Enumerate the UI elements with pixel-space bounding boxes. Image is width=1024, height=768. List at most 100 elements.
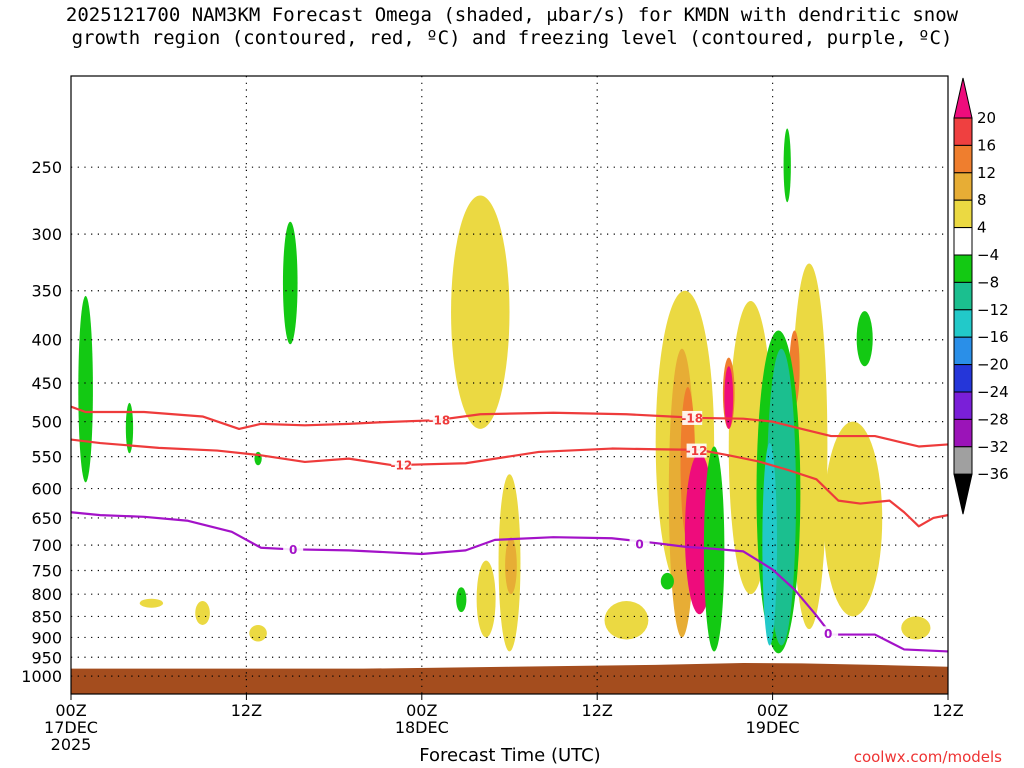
omega-region-4 [451, 195, 510, 429]
x-tick-label-36-0: 12Z [582, 701, 613, 720]
y-tick-label-500: 500 [31, 413, 62, 432]
colorbar-swatch-1 [953, 117, 973, 146]
colorbar-swatch-6 [953, 254, 973, 283]
chart-title-line2: growth region (contoured, red, ºC) and f… [71, 27, 953, 49]
contour-label-bg-2-1 [629, 537, 650, 552]
contour-line-0 [71, 405, 948, 448]
colorbar-label-6: −8 [977, 273, 999, 291]
y-tick-label-600: 600 [31, 480, 62, 499]
colorbar-top-arrow [953, 77, 973, 119]
colorbar-label-2: 12 [977, 164, 996, 182]
contour-label-bg-2-0 [283, 542, 304, 557]
omega-region-neg8 [456, 587, 467, 613]
colorbar-swatch-5 [953, 227, 973, 256]
x-axis-label: Forecast Time (UTC) [419, 745, 601, 766]
y-tick-label-350: 350 [31, 282, 62, 301]
contour-label-bg-1-0 [391, 458, 412, 473]
contour-label-2-2: 0 [824, 627, 832, 641]
omega-region-8 [505, 537, 517, 595]
colorbar-swatch-10 [953, 364, 973, 393]
omega-region-4 [249, 624, 267, 642]
y-tick-label-1000: 1000 [21, 667, 62, 686]
colorbar-label-7: −12 [977, 301, 1009, 319]
colorbar-label-9: −20 [977, 356, 1009, 374]
omega-region-neg8 [78, 295, 93, 483]
omega-region-4 [476, 560, 496, 638]
x-tick-label-0-1: 17DEC [44, 718, 98, 737]
omega-region-neg8 [282, 221, 298, 345]
x-tick-label-48-0: 00Z [757, 701, 788, 720]
y-tick-label-700: 700 [31, 536, 62, 555]
colorbar-label-4: 4 [977, 219, 987, 237]
ground-surface [71, 663, 948, 694]
contour-label-2-0: 0 [289, 543, 297, 557]
temperature-contours: -18 -18 -12 -12 0 0 0 [71, 405, 948, 653]
x-tick-label-24-0: 00Z [406, 701, 437, 720]
colorbar-label-8: −16 [977, 328, 1009, 346]
x-tick-label-48-1: 19DEC [746, 718, 800, 737]
contour-label-2-1: 0 [635, 538, 643, 552]
y-tick-label-950: 950 [31, 648, 62, 667]
x-tick-label-12-0: 12Z [231, 701, 262, 720]
omega-region-neg8 [125, 402, 134, 454]
grid-lines [71, 76, 948, 694]
colorbar-swatch-4 [953, 199, 973, 229]
x-tick-label-0-0: 00Z [55, 701, 86, 720]
omega-region-4 [195, 600, 210, 625]
omega-region-4 [823, 421, 883, 617]
omega-region-4 [139, 598, 164, 608]
y-tick-label-750: 750 [31, 561, 62, 580]
y-tick-label-900: 900 [31, 628, 62, 647]
contour-line-2 [71, 511, 948, 653]
x-tick-label-0-2: 2025 [51, 735, 92, 754]
colorbar-label-10: −24 [977, 383, 1009, 401]
colorbar-label-5: −4 [977, 246, 999, 264]
y-tick-label-800: 800 [31, 585, 62, 604]
contour-label-1-0: -12 [390, 459, 412, 473]
colorbar-swatch-13 [953, 446, 973, 475]
omega-region-4 [901, 616, 931, 640]
y-tick-label-300: 300 [31, 225, 62, 244]
colorbar-swatch-3 [953, 172, 973, 201]
credit-link[interactable]: coolwx.com/models [853, 748, 1002, 766]
contour-line-1 [71, 438, 948, 528]
omega-region-20 [724, 366, 734, 429]
omega-shading [78, 128, 931, 654]
omega-region-neg8 [783, 128, 791, 203]
colorbar-label-1: 16 [977, 136, 996, 154]
y-tick-label-450: 450 [31, 374, 62, 393]
contour-label-bg-1-1 [686, 443, 707, 458]
contour-label-0-0: -18 [428, 414, 450, 428]
chart-title-line1: 2025121700 NAM3KM Forecast Omega (shaded… [65, 4, 959, 26]
y-tick-label-250: 250 [31, 158, 62, 177]
colorbar-swatch-8 [953, 309, 973, 338]
colorbar-swatch-12 [953, 418, 973, 448]
x-tick-label-24-1: 18DEC [395, 718, 449, 737]
y-tick-label-550: 550 [31, 448, 62, 467]
colorbar-swatch-2 [953, 144, 973, 174]
contour-label-bg-2-2 [818, 626, 839, 641]
colorbar-label-0: 20 [977, 109, 996, 127]
x-tick-label-60-0: 12Z [932, 701, 963, 720]
y-tick-label-400: 400 [31, 331, 62, 350]
colorbar-swatch-9 [953, 336, 973, 366]
contour-label-1-1: -12 [686, 444, 708, 458]
ground-surface-band [71, 663, 948, 694]
colorbar-label-13: −36 [977, 465, 1009, 483]
y-tick-label-850: 850 [31, 607, 62, 626]
contour-label-0-1: -18 [681, 411, 703, 425]
colorbar-label-3: 8 [977, 191, 987, 209]
colorbar-swatch-7 [953, 281, 973, 311]
contour-label-bg-0-1 [682, 410, 703, 425]
contour-label-bg-0-0 [429, 413, 450, 428]
y-tick-label-650: 650 [31, 509, 62, 528]
colorbar-label-12: −32 [977, 438, 1009, 456]
omega-region-neg8 [660, 572, 674, 590]
plot-frame [70, 75, 949, 695]
colorbar-bottom-arrow [953, 473, 973, 515]
omega-region-4 [790, 263, 828, 630]
colorbar-label-11: −28 [977, 410, 1009, 428]
omega-region-neg16 [762, 443, 777, 646]
